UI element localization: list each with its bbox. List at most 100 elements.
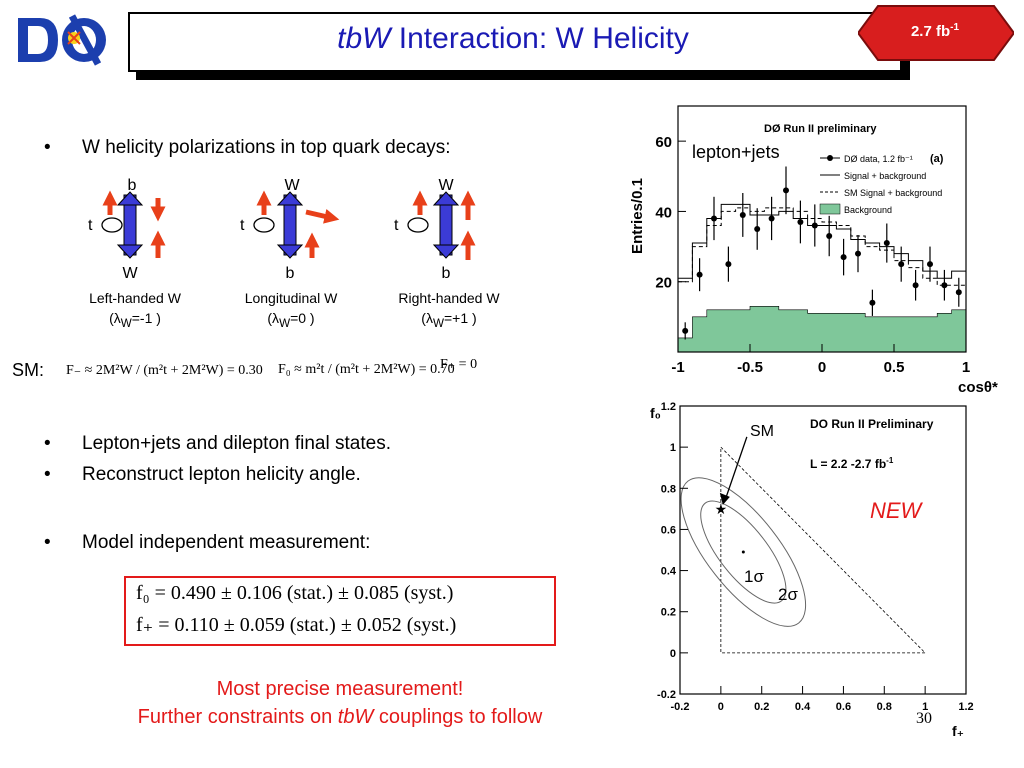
contour-ytick-label: 0.6: [661, 524, 676, 536]
diagram1-lambda: (λW=-1 ): [109, 310, 161, 330]
hist-xlabel: cosθ*: [958, 379, 998, 396]
sm-equation-fzero: F₀ ≈ m²t / (m²t + 2M²W) = 0.70: [278, 362, 455, 377]
best-fit-point: [741, 550, 745, 554]
hist-ytick-label: 40: [655, 204, 672, 221]
data-point: [855, 250, 861, 257]
diagram2-bottom-label: b: [286, 265, 295, 280]
contour-subtitle: L = 2.2 -2.7 fb-1: [810, 456, 894, 471]
data-point: [696, 271, 703, 278]
data-point: [955, 289, 962, 296]
contour-chart: ★ -0.2 0 0.2 0.4 0.6 0.8 1 1.2 -0.2 0 0.2 0.4 0.6 0.8 1…: [650, 401, 974, 739]
contour-ytick-label: 0: [670, 648, 676, 660]
contour-1sigma-label: 1σ: [744, 567, 764, 586]
diagram2-name: Longitudinal W: [244, 290, 338, 306]
diagram3-bottom-label: b: [442, 265, 451, 280]
hist-xtick-label: 0: [818, 359, 826, 376]
data-point: [797, 218, 804, 225]
hist-ylabel: Entries/0.1: [629, 178, 646, 254]
contour-title: DO Run II Preliminary: [810, 417, 934, 431]
legend-swatch-background: [819, 203, 841, 215]
data-point: [898, 261, 905, 268]
diagram3-name: Right-handed W: [398, 290, 500, 306]
contour-ytick-label: 0.2: [661, 607, 676, 619]
hist-xtick-label: -1: [671, 359, 684, 376]
contour-ylabel: f₀: [650, 405, 661, 421]
diagram3-lambda: (λW=+1 ): [421, 310, 477, 330]
sm-point-marker: ★: [715, 501, 728, 517]
sm-signal-plus-background-line: [678, 207, 966, 286]
top-quark-circle: [253, 217, 275, 233]
data-point: [768, 215, 775, 222]
contour-ytick-label: 0.8: [661, 483, 676, 495]
contour-xtick-label: -0.2: [671, 701, 690, 713]
data-point: [912, 282, 919, 289]
contour-xtick-label: 0.8: [877, 701, 892, 713]
result-box: [124, 576, 556, 646]
contour-xtick-label: 0.2: [754, 701, 769, 713]
diagram3-top-label: W: [438, 177, 454, 194]
diagram3-t-label: t: [394, 217, 399, 234]
diagram1-name: Left-handed W: [89, 290, 181, 306]
sm-pointer-arrow: [724, 436, 748, 502]
background-histogram: [677, 306, 967, 353]
helicity-diagrams: b t W W t b W t b: [88, 177, 476, 280]
hist-xtick-label: 0.5: [884, 359, 905, 376]
diagram1-top-label: b: [128, 177, 137, 194]
data-point: [826, 233, 833, 240]
legend-entry-background: Background: [844, 205, 892, 215]
contour-xtick-label: 1.2: [958, 701, 973, 713]
sm-point-label: SM: [750, 423, 774, 440]
contour-xtick-label: 0.4: [795, 701, 811, 713]
contour-xlabel: f₊: [952, 723, 964, 739]
data-point: [711, 215, 717, 222]
diagram2-top-label: W: [284, 177, 300, 194]
contour-ytick-label: 0.4: [661, 566, 677, 578]
hist-legend: DØ data, 1.2 fb⁻¹ Signal + background SM…: [819, 154, 942, 215]
hist-xtick-label: 1: [962, 359, 970, 376]
physical-region-triangle: [720, 446, 927, 654]
contour-frame: [679, 405, 967, 695]
legend-entry-sm: SM Signal + background: [844, 188, 942, 198]
title-frame: [128, 12, 902, 72]
diagram-longitudinal: W t b: [240, 177, 340, 280]
bullet-final-states: • Lepton+jets and dilepton final states.: [44, 433, 391, 454]
diagram1-bottom-label: W: [122, 265, 138, 280]
hist-panel-tag: (a): [930, 153, 944, 165]
diagram2-t-label: t: [240, 217, 245, 234]
sm-equation-fplus: F₊ = 0: [440, 357, 478, 372]
sm-pointer-arrowhead: [719, 492, 730, 505]
page-title: tbW Interaction: W Helicity: [337, 22, 689, 55]
contour-2sigma-label: 2σ: [778, 585, 798, 604]
data-point: [927, 261, 933, 268]
legend-entry-signal: Signal + background: [844, 171, 926, 181]
hist-ytick-label: 60: [655, 134, 672, 151]
sm-label: SM:: [12, 360, 45, 380]
hist-annotation: lepton+jets: [692, 142, 780, 162]
top-quark-circle: [101, 217, 123, 233]
data-point: [783, 187, 789, 194]
footer-line2: Further constraints on tbW couplings to …: [137, 706, 543, 728]
bullet-model-independent: • Model independent measurement:: [44, 532, 371, 553]
data-point: [869, 299, 876, 306]
contour-ytick-label: 1: [670, 442, 676, 454]
contour-xtick-label: 0.6: [836, 701, 851, 713]
new-badge: NEW: [870, 498, 924, 523]
diagram-left-handed: b t W: [88, 177, 166, 280]
luminosity-badge-text: 2.7 fb-1: [910, 22, 960, 40]
hist-inner-title: DØ Run II preliminary: [764, 123, 877, 135]
hist-xtick-label: -0.5: [737, 359, 763, 376]
data-point: [883, 240, 890, 247]
bullet-helicity: • W helicity polarizations in top quark d…: [44, 137, 451, 158]
spin-arrow-sideways: [305, 209, 340, 224]
page-number: 30: [916, 710, 932, 727]
result-fplus: f₊ = 0.110 ± 0.059 (stat.) ± 0.052 (syst…: [136, 614, 457, 636]
diagram-right-handed: W t b: [394, 177, 476, 280]
contour-xtick-label: 1: [922, 701, 928, 713]
data-point: [811, 222, 818, 229]
diagram2-lambda: (λW=0 ): [267, 310, 315, 330]
contour-xtick-label: 0: [718, 701, 724, 713]
data-point: [840, 254, 847, 261]
contour-ytick-label: 1.2: [661, 401, 676, 413]
contour-1sigma: [700, 500, 787, 604]
bullet-reconstruct: • Reconstruct lepton helicity angle.: [44, 464, 361, 485]
